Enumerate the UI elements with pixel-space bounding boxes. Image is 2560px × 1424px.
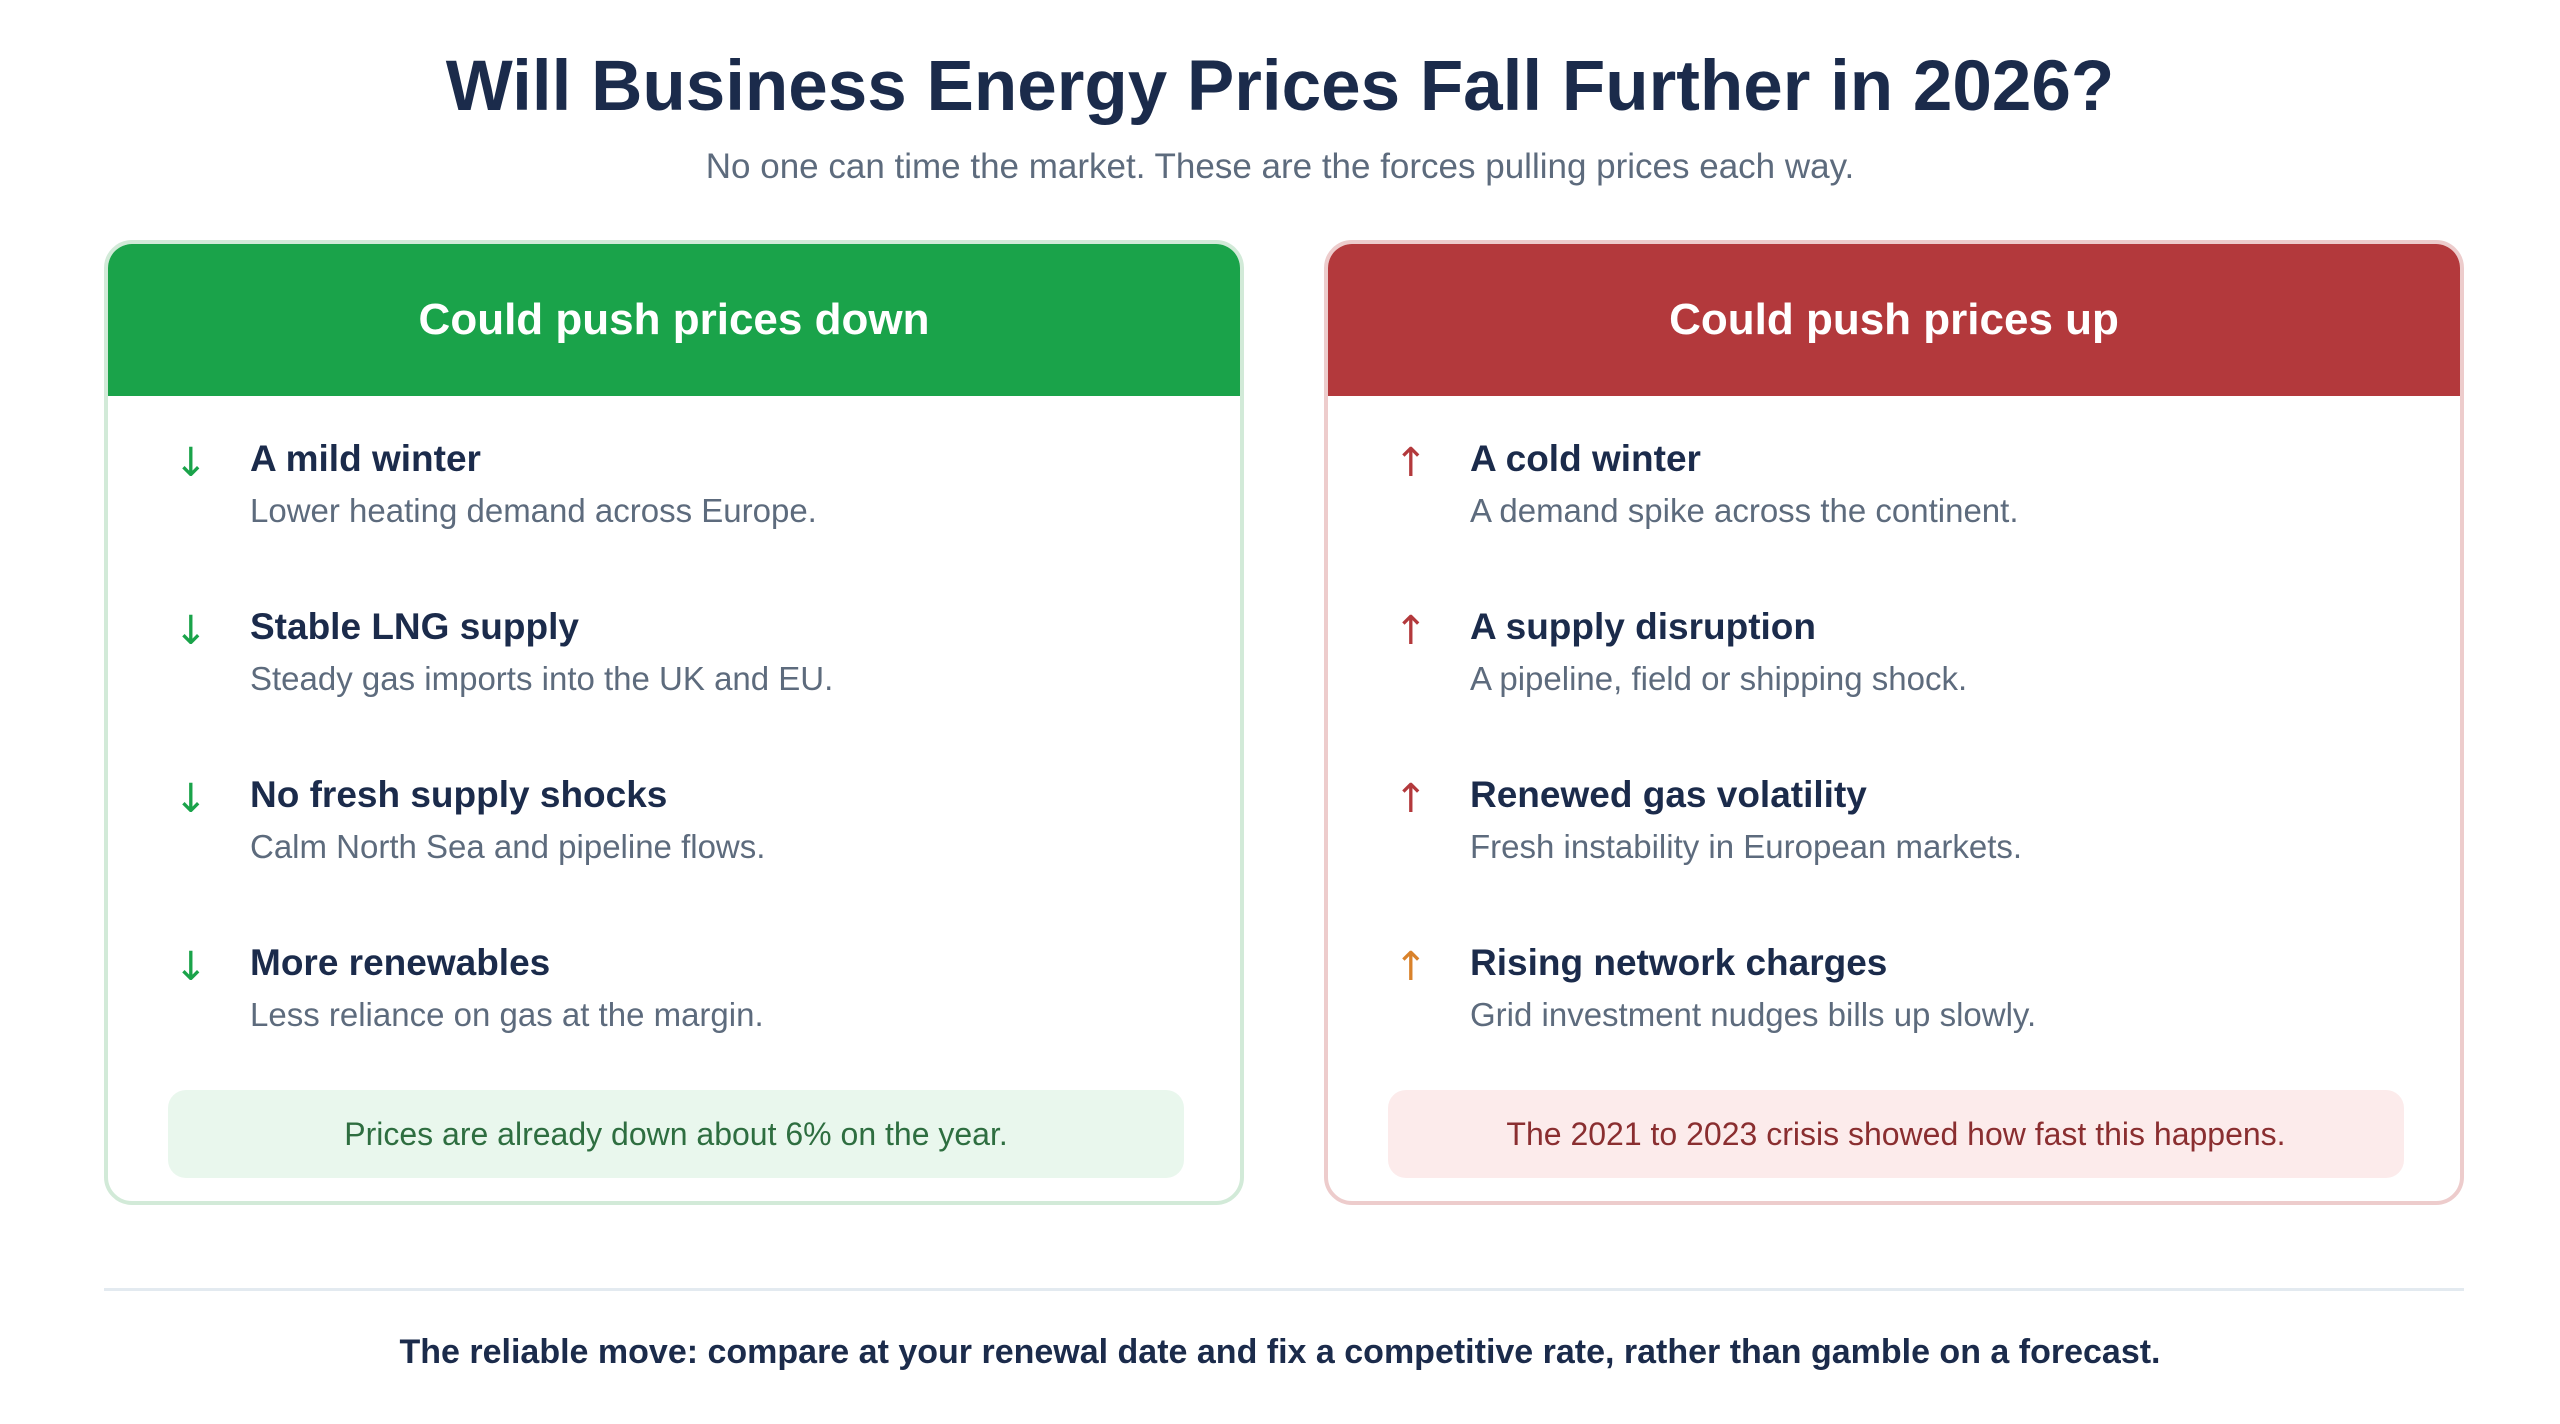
prices-up-header: Could push prices up <box>1328 244 2460 396</box>
prices-down-note: Prices are already down about 6% on the … <box>168 1090 1184 1178</box>
page-title: Will Business Energy Prices Fall Further… <box>445 47 2115 126</box>
up-item-heading: Rising network charges <box>1470 942 1888 983</box>
prices-down-panel: Could push prices down ↓ A mild winter L… <box>104 240 1244 1205</box>
down-item-heading: Stable LNG supply <box>250 606 579 647</box>
down-item-heading: No fresh supply shocks <box>250 774 668 815</box>
down-item-mild-winter: ↓ A mild winter Lower heating demand acr… <box>108 436 1240 566</box>
down-item-description: Steady gas imports into the UK and EU. <box>250 660 834 697</box>
up-item-heading: A supply disruption <box>1470 606 1817 647</box>
down-item-description: Lower heating demand across Europe. <box>250 492 817 529</box>
prices-up-panel: Could push prices up ↑ A cold winter A d… <box>1324 240 2464 1205</box>
up-item-cold-winter: ↑ A cold winter A demand spike across th… <box>1328 436 2460 566</box>
up-item-gas-volatility: ↑ Renewed gas volatility Fresh instabili… <box>1328 772 2460 902</box>
arrow-down-icon: ↓ <box>174 776 208 822</box>
up-item-network-charges: ↑ Rising network charges Grid investment… <box>1328 940 2460 1070</box>
arrow-up-icon: ↑ <box>1394 776 1428 822</box>
prices-up-note: The 2021 to 2023 crisis showed how fast … <box>1388 1090 2404 1178</box>
down-item-description: Calm North Sea and pipeline flows. <box>250 828 766 865</box>
page-subtitle: No one can time the market. These are th… <box>705 147 1855 186</box>
down-item-description: Less reliance on gas at the margin. <box>250 996 764 1033</box>
down-item-heading: A mild winter <box>250 438 481 479</box>
footer-text: The reliable move: compare at your renew… <box>399 1333 2161 1371</box>
arrow-down-icon: ↓ <box>174 944 208 990</box>
arrow-up-icon: ↑ <box>1394 440 1428 486</box>
up-item-description: Grid investment nudges bills up slowly. <box>1470 996 2037 1033</box>
down-item-heading: More renewables <box>250 942 551 983</box>
arrow-down-icon: ↓ <box>174 608 208 654</box>
down-item-no-shocks: ↓ No fresh supply shocks Calm North Sea … <box>108 772 1240 902</box>
arrow-down-icon: ↓ <box>174 440 208 486</box>
down-item-renewables: ↓ More renewables Less reliance on gas a… <box>108 940 1240 1070</box>
down-item-stable-lng: ↓ Stable LNG supply Steady gas imports i… <box>108 604 1240 734</box>
arrow-up-icon: ↑ <box>1394 608 1428 654</box>
up-item-description: A demand spike across the continent. <box>1470 492 2019 529</box>
up-item-heading: Renewed gas volatility <box>1470 774 1867 815</box>
up-item-heading: A cold winter <box>1470 438 1701 479</box>
arrow-up-icon: ↑ <box>1394 944 1428 990</box>
up-item-description: A pipeline, field or shipping shock. <box>1470 660 1968 697</box>
prices-down-header: Could push prices down <box>108 244 1240 396</box>
up-item-supply-disruption: ↑ A supply disruption A pipeline, field … <box>1328 604 2460 734</box>
up-item-description: Fresh instability in European markets. <box>1470 828 2023 865</box>
footer-divider <box>104 1288 2464 1291</box>
